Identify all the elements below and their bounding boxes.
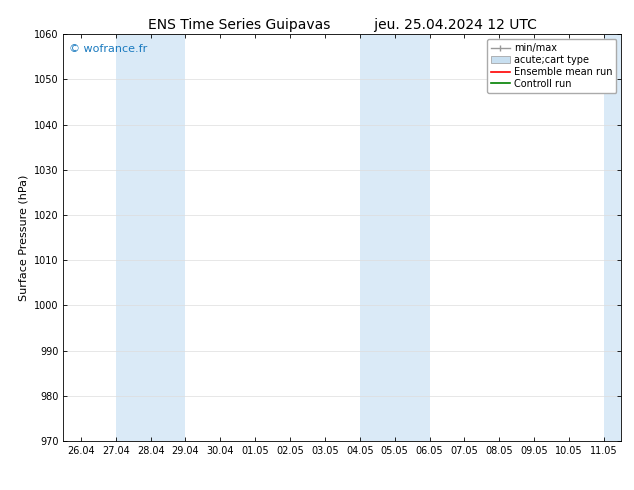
Title: ENS Time Series Guipavas          jeu. 25.04.2024 12 UTC: ENS Time Series Guipavas jeu. 25.04.2024…	[148, 18, 537, 32]
Text: © wofrance.fr: © wofrance.fr	[69, 45, 147, 54]
Bar	[604, 34, 634, 441]
Bar	[359, 34, 429, 441]
Bar	[116, 34, 185, 441]
Legend: min/max, acute;cart type, Ensemble mean run, Controll run: min/max, acute;cart type, Ensemble mean …	[487, 39, 616, 93]
Y-axis label: Surface Pressure (hPa): Surface Pressure (hPa)	[18, 174, 29, 301]
